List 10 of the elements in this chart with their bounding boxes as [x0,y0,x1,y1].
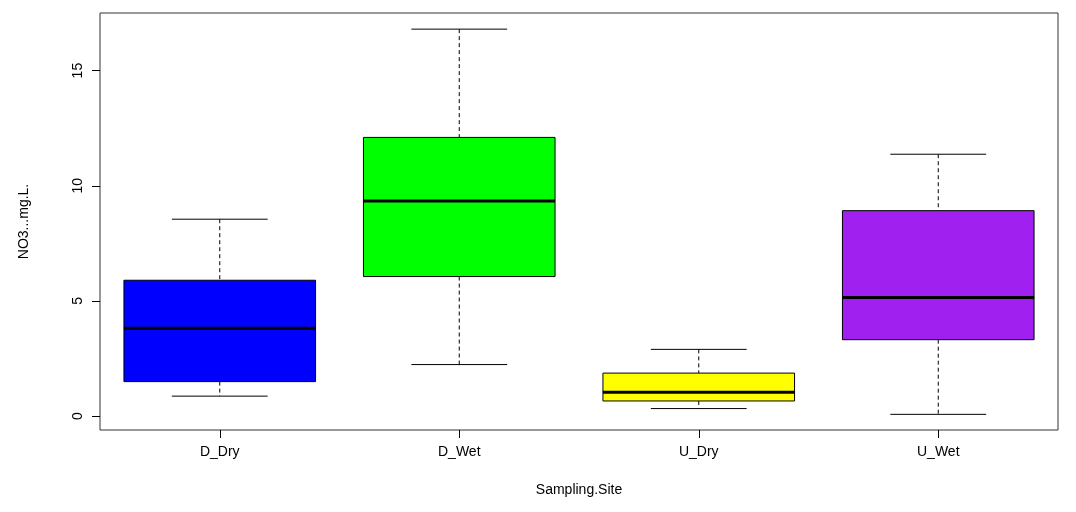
y-tick-label: 5 [69,296,85,305]
x-tick-label: U_Wet [916,443,960,459]
x-tick-label: D_Dry [199,443,240,459]
y-tick-label: 15 [69,62,85,79]
y-axis-title: NO3...mg.L. [15,183,31,260]
y-tick-label: 10 [69,177,85,194]
x-tick-label: U_Dry [678,443,719,459]
x-tick-label: D_Wet [437,443,481,459]
y-tick-label: 0 [69,412,85,421]
x-axis-title: Sampling.Site [535,481,623,497]
